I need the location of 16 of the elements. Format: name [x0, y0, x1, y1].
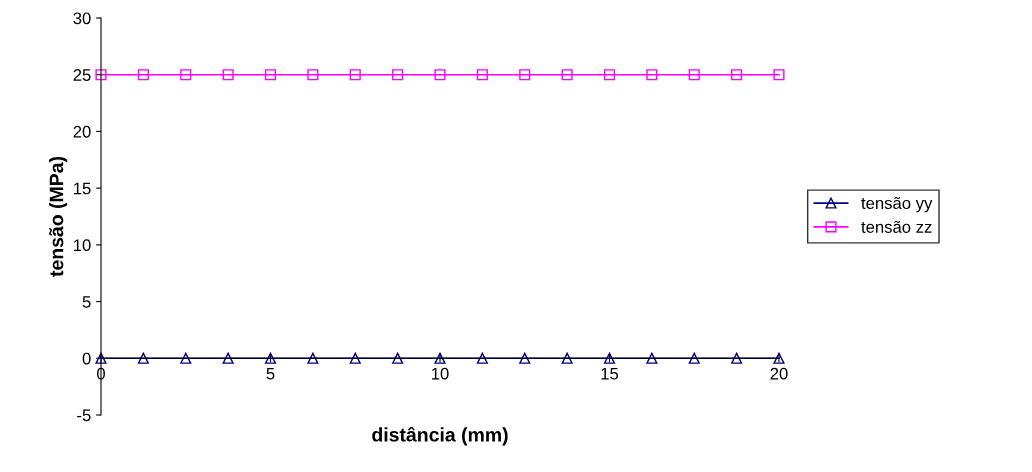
- x-tick-label: 15: [601, 367, 619, 380]
- x-tick-label: 10: [432, 367, 449, 380]
- y-tick-label: 30: [73, 12, 91, 25]
- legend-label: tensão zz: [861, 220, 932, 233]
- x-tick-label: 20: [770, 367, 788, 380]
- y-axis-title: tensão (MPa): [49, 156, 68, 277]
- legend-label: tensão yy: [861, 196, 933, 213]
- y-tick-label: 5: [82, 296, 91, 308]
- y-tick-label: 0: [82, 352, 91, 365]
- y-tick-label: -5: [77, 409, 91, 422]
- x-axis-title: distância (mm): [372, 426, 508, 446]
- x-tick-label: 5: [266, 367, 275, 380]
- y-tick-label: 25: [73, 69, 91, 81]
- y-tick-label: 10: [74, 239, 91, 252]
- y-tick-label: 15: [74, 182, 91, 195]
- y-tick-label: 20: [73, 125, 91, 138]
